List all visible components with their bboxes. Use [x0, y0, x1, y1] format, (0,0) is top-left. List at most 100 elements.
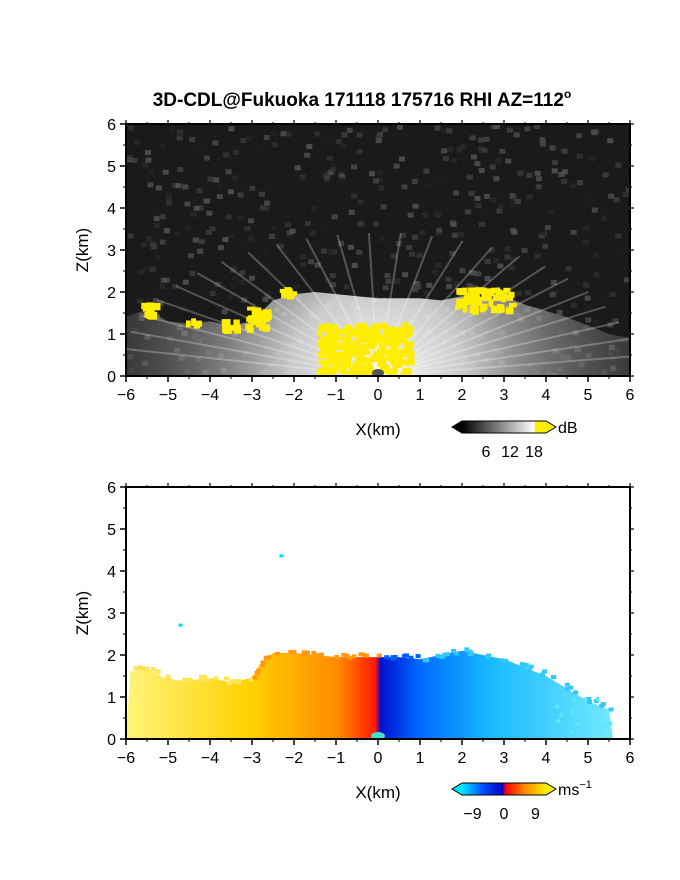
noise-speckle: [209, 291, 216, 296]
noise-speckle: [510, 257, 517, 263]
saturated-pixel: [473, 300, 481, 307]
noise-speckle: [280, 131, 287, 137]
saturated-pixel: [326, 324, 332, 330]
noise-speckle: [377, 185, 384, 191]
noise-speckle: [321, 248, 327, 254]
velocity-speckle-pixel: [608, 721, 613, 726]
saturated-pixel: [251, 320, 260, 325]
noise-speckle: [533, 124, 540, 130]
noise-speckle: [453, 190, 460, 196]
noise-speckle: [481, 147, 488, 153]
velocity-x-tick-label: −1: [327, 750, 345, 767]
velocity-speckle-pixel: [392, 655, 398, 659]
noise-speckle: [499, 148, 506, 154]
noise-speckle: [435, 263, 442, 268]
saturated-pixel: [317, 369, 327, 375]
noise-speckle: [565, 266, 572, 271]
velocity-speckle-pixel: [445, 652, 450, 657]
velocity-speckle-pixel: [165, 676, 171, 681]
saturated-pixel: [480, 296, 489, 302]
saturated-pixel: [386, 353, 395, 361]
saturated-pixel: [251, 309, 258, 318]
intensity-colorbar-tick: 18: [525, 444, 543, 461]
saturated-pixel: [248, 315, 255, 321]
noise-speckle: [172, 283, 179, 289]
saturated-pixel: [221, 319, 231, 326]
noise-speckle: [561, 179, 568, 184]
noise-speckle: [327, 249, 334, 255]
noise-speckle: [147, 182, 154, 188]
saturated-pixel: [377, 354, 385, 360]
noise-speckle: [160, 277, 167, 283]
velocity-y-axis-label: Z(km): [73, 591, 92, 635]
saturated-pixel: [405, 332, 412, 337]
saturated-pixel: [490, 287, 496, 293]
noise-speckle: [561, 148, 568, 154]
noise-speckle: [329, 273, 336, 279]
noise-speckle: [615, 233, 622, 239]
saturated-pixel: [488, 299, 494, 307]
noise-speckle: [159, 143, 166, 149]
velocity-speckle-pixel: [165, 674, 171, 679]
noise-speckle: [153, 216, 160, 222]
noise-speckle: [397, 124, 403, 130]
intensity-y-tick-label: 6: [107, 117, 116, 134]
noise-speckle: [232, 175, 238, 181]
saturated-pixel: [335, 354, 343, 360]
noise-speckle: [184, 201, 191, 207]
saturated-pixel: [368, 357, 373, 363]
noise-speckle: [413, 280, 420, 286]
noise-speckle: [262, 297, 269, 302]
noise-speckle: [189, 137, 196, 143]
saturated-pixel: [364, 335, 372, 341]
noise-speckle: [539, 141, 546, 147]
noise-speckle: [143, 266, 150, 272]
noise-speckle: [378, 236, 385, 242]
noise-speckle: [228, 234, 235, 240]
noise-speckle: [382, 127, 388, 133]
noise-speckle: [414, 283, 421, 289]
saturated-pixel: [407, 356, 415, 364]
velocity-speckle-pixel: [199, 674, 204, 679]
noise-speckle: [339, 174, 346, 180]
noise-speckle: [172, 183, 178, 188]
noise-speckle: [591, 130, 598, 136]
saturated-pixel: [286, 292, 295, 300]
noise-speckle: [145, 236, 152, 242]
intensity-y-tick-label: 0: [107, 369, 116, 386]
noise-speckle: [272, 142, 279, 148]
noise-speckle: [193, 205, 200, 211]
noise-speckle: [149, 267, 156, 272]
noise-speckle: [213, 177, 220, 183]
velocity-colorbar-tick: −9: [463, 806, 481, 823]
noise-speckle: [331, 249, 338, 255]
saturated-pixel: [366, 370, 374, 376]
noise-speckle: [331, 162, 337, 168]
lidar-origin: [372, 369, 384, 376]
noise-speckle: [357, 199, 364, 205]
saturated-pixel: [354, 323, 361, 330]
noise-speckle: [534, 253, 541, 259]
velocity-speckle-pixel: [344, 653, 350, 658]
noise-speckle: [426, 182, 433, 188]
velocity-x-tick-label: −4: [201, 750, 219, 767]
intensity-x-tick-label: 0: [374, 387, 383, 404]
noise-speckle: [483, 136, 490, 142]
velocity-speckle-pixel: [550, 675, 556, 679]
noise-speckle: [591, 207, 598, 213]
noise-speckle: [231, 283, 238, 289]
noise-speckle: [451, 158, 458, 164]
lidar-origin: [371, 732, 385, 739]
saturated-pixel: [186, 320, 191, 328]
noise-speckle: [325, 278, 331, 283]
noise-speckle: [607, 138, 614, 144]
saturated-pixel: [351, 350, 358, 356]
noise-speckle: [159, 214, 166, 220]
velocity-speckle-pixel: [151, 667, 157, 671]
saturated-pixel: [255, 310, 264, 318]
saturated-pixel: [354, 361, 360, 370]
velocity-y-tick-label: 2: [107, 648, 116, 665]
noise-speckle: [384, 273, 391, 278]
